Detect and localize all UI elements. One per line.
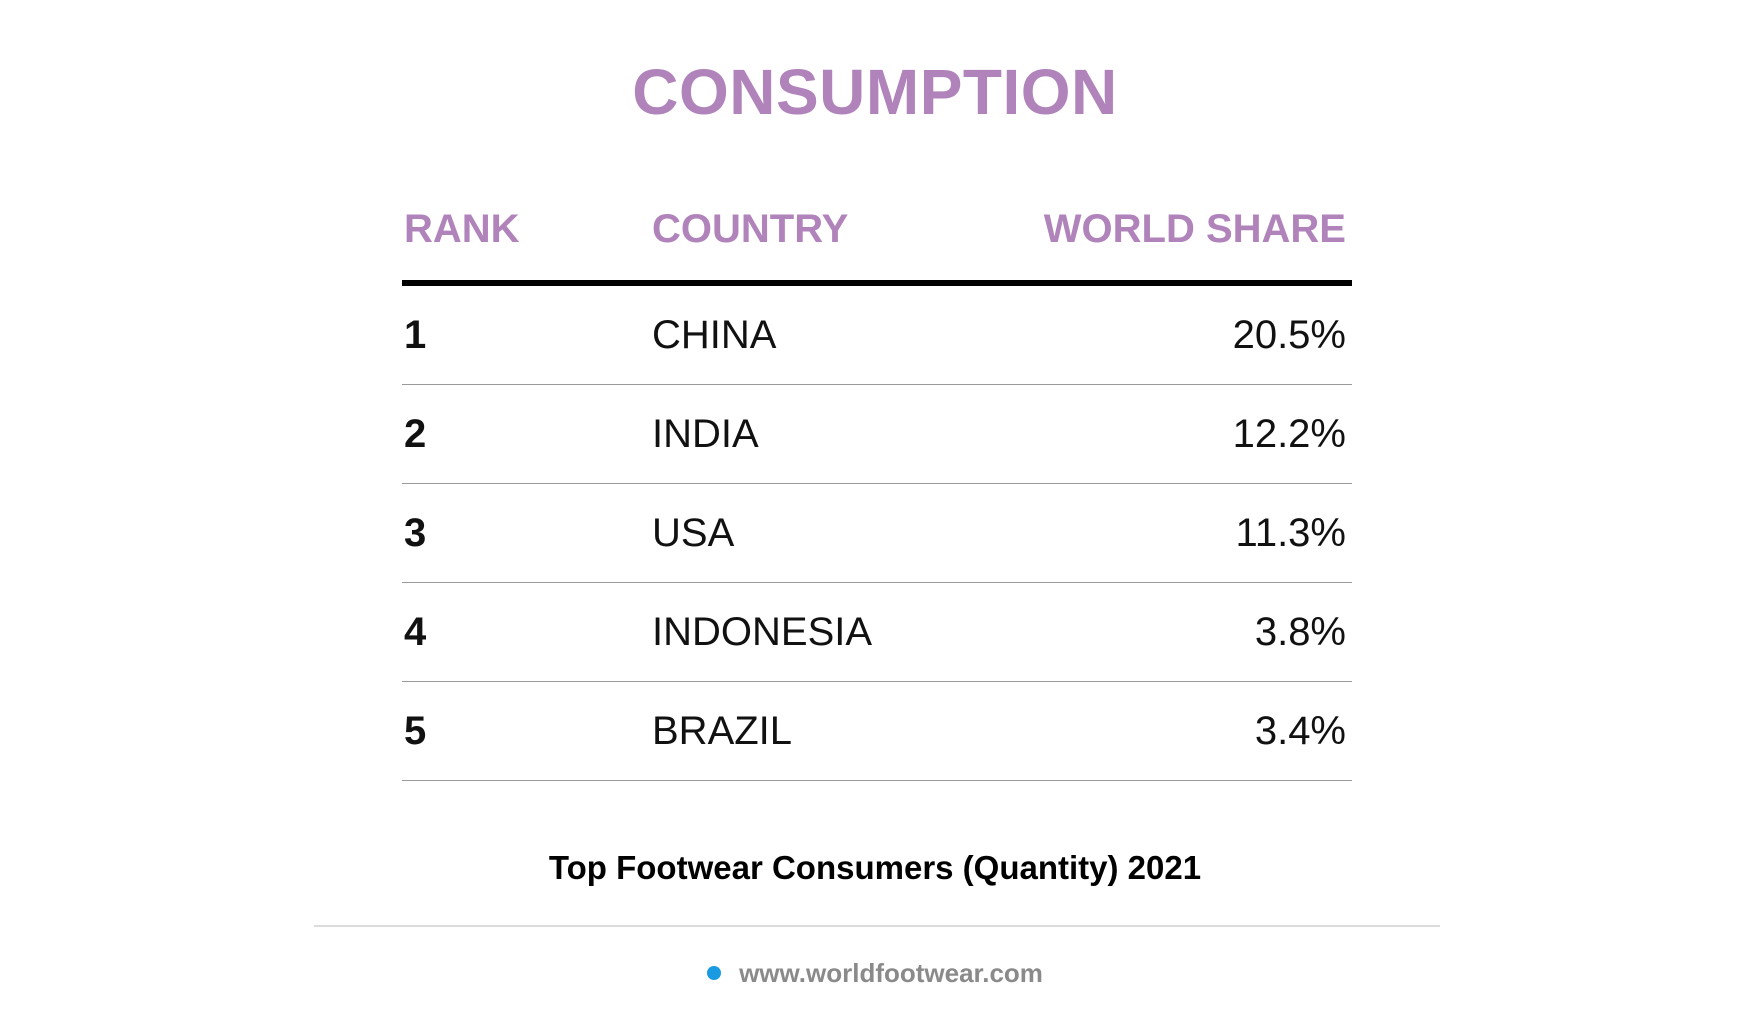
world-share-cell: 11.3% — [1235, 511, 1346, 555]
table-caption: Top Footwear Consumers (Quantity) 2021 — [548, 849, 1202, 886]
rank-cell: 5 — [404, 709, 427, 753]
table-row: 3 USA 11.3% — [402, 484, 1352, 583]
country-cell: USA — [652, 511, 735, 555]
rank-cell: 2 — [404, 412, 427, 456]
table-row: 1 CHINA 20.5% — [402, 286, 1352, 385]
page-title: CONSUMPTION — [632, 56, 1118, 128]
table-header: RANK COUNTRY WORLD SHARE — [402, 190, 1352, 280]
rank-cell: 1 — [404, 313, 427, 357]
dot-icon — [707, 966, 722, 981]
world-share-cell: 12.2% — [1232, 412, 1346, 456]
world-share-cell: 20.5% — [1232, 313, 1346, 357]
country-cell: INDIA — [652, 412, 759, 456]
header-rule — [402, 280, 1352, 286]
table-row: 5 BRAZIL 3.4% — [402, 682, 1352, 781]
column-header-world-share: WORLD SHARE — [1043, 207, 1346, 251]
column-header-rank: RANK — [404, 207, 520, 251]
country-cell: CHINA — [652, 313, 777, 357]
table-row: 2 INDIA 12.2% — [402, 385, 1352, 484]
country-cell: BRAZIL — [652, 709, 793, 753]
world-share-cell: 3.8% — [1254, 610, 1346, 654]
table-row: 4 INDONESIA 3.8% — [402, 583, 1352, 682]
world-share-cell: 3.4% — [1254, 709, 1346, 753]
website-link[interactable]: www.worldfootwear.com — [739, 958, 1043, 988]
rank-cell: 4 — [404, 610, 427, 654]
footer: www.worldfootwear.com — [0, 955, 1750, 991]
country-cell: INDONESIA — [652, 610, 873, 654]
footer-divider — [314, 925, 1440, 927]
consumption-table: RANK COUNTRY WORLD SHARE 1 CHINA 20.5% 2… — [402, 190, 1352, 781]
column-header-country: COUNTRY — [652, 207, 849, 251]
rank-cell: 3 — [404, 511, 427, 555]
